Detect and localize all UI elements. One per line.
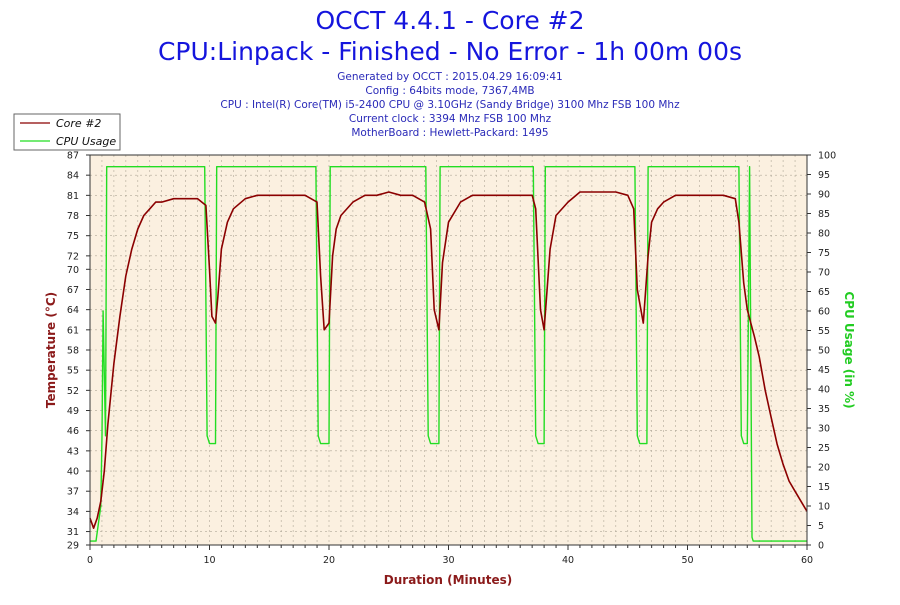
y-left-tick-label: 70 (67, 265, 79, 276)
y-left-tick-label: 87 (67, 151, 79, 162)
y-left-tick-label: 75 (67, 231, 79, 242)
series-line-core2 (89, 191, 808, 530)
info-line-config: Config : 64bits mode, 7367,4MB (365, 85, 534, 97)
x-tick-label: 40 (562, 555, 574, 566)
y-left-tick-label: 52 (67, 386, 79, 397)
y-right-tick-label: 85 (818, 209, 830, 220)
y-right-tick-label: 10 (818, 502, 830, 513)
y-right-tick-label: 95 (818, 170, 830, 181)
info-line-motherboard: MotherBoard : Hewlett-Packard: 1495 (351, 127, 548, 139)
y-right-tick-label: 45 (818, 365, 830, 376)
y-right-tick-label: 40 (818, 385, 830, 396)
y-left-tick-label: 84 (67, 171, 79, 182)
legend-label-core2: Core #2 (56, 117, 101, 130)
y-right-tick-label: 75 (818, 248, 830, 259)
chart-subtitle: CPU:Linpack - Finished - No Error - 1h 0… (158, 37, 742, 66)
y-right-tick-label: 25 (818, 443, 830, 454)
y-left-tick-label: 55 (67, 366, 79, 377)
y-right-tick-label: 80 (818, 229, 830, 240)
y-right-tick-label: 35 (818, 404, 830, 415)
legend-box (13, 113, 121, 151)
x-tick-label: 60 (801, 555, 813, 566)
x-axis-title: Duration (Minutes) (384, 573, 512, 587)
y-right-tick-label: 100 (818, 151, 836, 162)
y-right-tick-label: 5 (818, 521, 824, 532)
y-left-tick-label: 40 (67, 467, 79, 478)
y-left-tick-label: 61 (67, 325, 79, 336)
y-right-tick-label: 0 (818, 541, 824, 552)
info-line-generated: Generated by OCCT : 2015.04.29 16:09:41 (337, 71, 562, 83)
legend-label-cpu-usage: CPU Usage (56, 135, 116, 148)
x-tick-label: 0 (87, 555, 93, 566)
y-right-tick-label: 55 (818, 326, 830, 337)
y-left-tick-label: 58 (67, 346, 79, 357)
y-left-tick-label: 78 (67, 211, 79, 222)
axis-ticks: 0 10 20 30 40 50 60293134374043464952555861646… (67, 151, 836, 567)
x-tick-label: 10 (203, 555, 215, 566)
y-left-tick-label: 31 (67, 527, 79, 538)
x-tick-label: 20 (323, 555, 335, 566)
grid-lines (90, 155, 807, 545)
y-right-tick-label: 60 (818, 307, 830, 318)
y-right-tick-label: 20 (818, 463, 830, 474)
y-left-tick-label: 46 (67, 426, 79, 437)
y-left-tick-label: 72 (67, 251, 79, 262)
series-line-cpu-usage (90, 165, 807, 542)
y-axis-left-title: Temperature (°C) (44, 292, 58, 408)
y-left-tick-label: 67 (67, 285, 79, 296)
y-right-tick-label: 30 (818, 424, 830, 435)
x-tick-label: 30 (442, 555, 454, 566)
y-right-tick-label: 65 (818, 287, 830, 298)
y-axis-right-title: CPU Usage (in %) (842, 291, 856, 408)
y-left-tick-label: 37 (67, 487, 79, 498)
y-left-tick-label: 29 (67, 541, 79, 552)
y-right-tick-label: 50 (818, 346, 830, 357)
x-tick-label: 50 (681, 555, 693, 566)
series-lines (89, 165, 808, 542)
y-left-tick-label: 49 (67, 406, 79, 417)
y-left-tick-label: 34 (67, 507, 79, 518)
y-left-tick-label: 81 (67, 191, 79, 202)
legend: Core #2 CPU Usage (13, 113, 121, 151)
plot-border (89, 154, 808, 546)
y-left-tick-label: 43 (67, 446, 79, 457)
y-right-tick-label: 90 (818, 190, 830, 201)
info-line-clock: Current clock : 3394 Mhz FSB 100 Mhz (349, 113, 552, 125)
y-right-tick-label: 70 (818, 268, 830, 279)
y-right-tick-label: 15 (818, 482, 830, 493)
y-left-tick-label: 64 (67, 305, 79, 316)
info-line-cpu: CPU : Intel(R) Core(TM) i5-2400 CPU @ 3.… (220, 99, 680, 111)
chart-title: OCCT 4.4.1 - Core #2 (316, 6, 585, 35)
